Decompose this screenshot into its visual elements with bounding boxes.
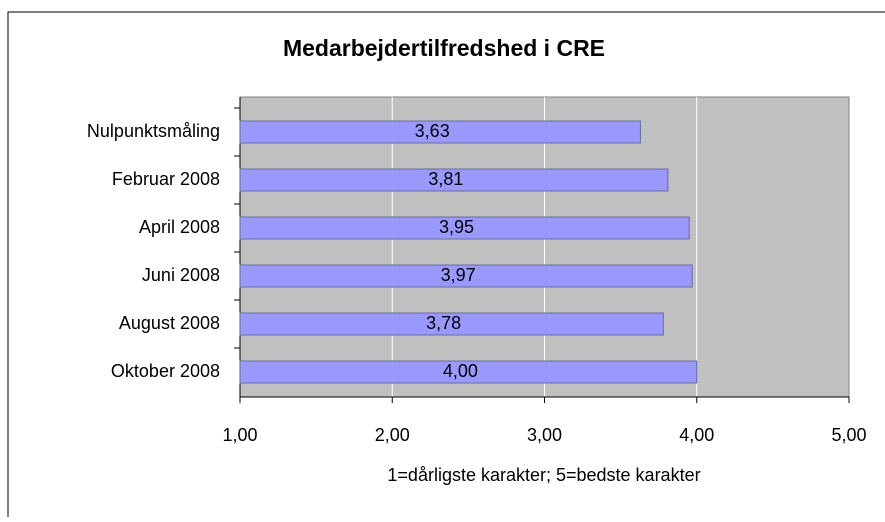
- data-label: 3,97: [441, 265, 476, 285]
- bar: [239, 120, 641, 144]
- y-tick-label: Februar 2008: [112, 169, 220, 189]
- bar: [239, 168, 669, 192]
- x-tick-label: 1,00: [222, 425, 257, 445]
- data-label: 3,95: [439, 217, 474, 237]
- x-tick-label: 3,00: [527, 425, 562, 445]
- data-label: 3,78: [426, 313, 461, 333]
- x-tick-label: 4,00: [679, 425, 714, 445]
- bar: [239, 216, 690, 240]
- bar: [239, 312, 664, 336]
- x-axis-label: 1=dårligste karakter; 5=bedste karakter: [387, 465, 700, 485]
- x-tick-label: 2,00: [375, 425, 410, 445]
- data-label: 4,00: [443, 361, 478, 381]
- y-tick-label: Nulpunktsmåling: [87, 121, 220, 141]
- data-label: 3,63: [415, 121, 450, 141]
- x-tick-label: 5,00: [831, 425, 866, 445]
- y-tick-label: August 2008: [119, 313, 220, 333]
- y-tick-label: April 2008: [139, 217, 220, 237]
- bar: [239, 264, 693, 288]
- y-tick-label: Juni 2008: [142, 265, 220, 285]
- data-label: 3,81: [428, 169, 463, 189]
- y-tick-label: Oktober 2008: [111, 361, 220, 381]
- chart-title: Medarbejdertilfredshed i CRE: [283, 35, 605, 61]
- bar: [239, 360, 698, 384]
